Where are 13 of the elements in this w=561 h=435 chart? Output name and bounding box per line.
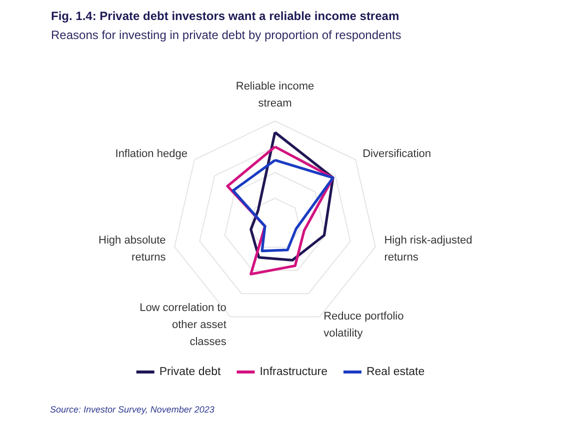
spoke-label: Diversification: [362, 148, 432, 160]
legend-label: Real estate: [366, 366, 425, 378]
spoke-label: Reduce portfolio volatility: [324, 310, 404, 340]
legend-label: Infrastructure: [260, 366, 328, 378]
spoke-label: High absolute returns: [98, 234, 166, 264]
spoke-label: Low correlation to other asset classes: [140, 302, 227, 348]
legend-label: Private debt: [159, 366, 222, 378]
spoke-label: Inflation hedge: [115, 148, 188, 160]
source-note: Source: Investor Survey, November 2023: [50, 404, 214, 414]
spoke-label: High risk-adjusted returns: [384, 234, 472, 264]
chart-subtitle: Reasons for investing in private debt by proportion of respondents: [51, 28, 402, 42]
spoke-label: Reliable income stream: [236, 80, 314, 110]
chart-title: Fig. 1.4: Private debt investors want a reliable income stream: [51, 9, 400, 23]
